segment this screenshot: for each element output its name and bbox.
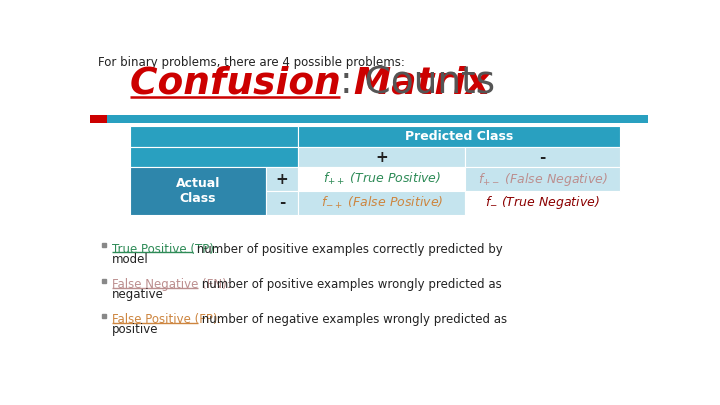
Text: positive: positive xyxy=(112,324,158,337)
Bar xyxy=(299,126,620,147)
Text: number of positive examples correctly predicted by: number of positive examples correctly pr… xyxy=(194,243,503,256)
Bar xyxy=(90,115,107,123)
Bar xyxy=(130,147,299,167)
Text: Predicted Class: Predicted Class xyxy=(405,130,513,143)
Text: False Positive (FP):: False Positive (FP): xyxy=(112,313,221,326)
Text: False Negative (FN):: False Negative (FN): xyxy=(112,278,230,291)
Bar xyxy=(299,147,465,167)
Bar xyxy=(465,147,620,167)
Bar xyxy=(465,191,620,215)
Bar xyxy=(130,126,299,147)
Text: +: + xyxy=(276,172,289,187)
Bar xyxy=(266,167,299,191)
Bar xyxy=(90,115,648,123)
Text: $f_{-+}$ (False Positive): $f_{-+}$ (False Positive) xyxy=(320,195,443,211)
Bar xyxy=(299,191,465,215)
Text: +: + xyxy=(375,150,388,165)
Bar xyxy=(299,167,465,191)
Bar xyxy=(465,167,620,191)
Text: $f_{+-}$ (False Negative): $f_{+-}$ (False Negative) xyxy=(477,171,608,188)
Bar xyxy=(266,191,299,215)
Text: $f_{-}$ (True Negative): $f_{-}$ (True Negative) xyxy=(485,194,600,211)
Bar xyxy=(102,243,106,247)
Text: Confusion Matrix: Confusion Matrix xyxy=(130,66,490,102)
Bar xyxy=(130,167,266,215)
Text: -: - xyxy=(279,196,285,211)
Text: number of positive examples wrongly predicted as: number of positive examples wrongly pred… xyxy=(198,278,501,291)
Text: For binary problems, there are 4 possible problems:: For binary problems, there are 4 possibl… xyxy=(98,56,405,69)
Text: negative: negative xyxy=(112,288,163,301)
Text: -: - xyxy=(539,150,546,165)
Text: True Positive (TP):: True Positive (TP): xyxy=(112,243,217,256)
Text: number of negative examples wrongly predicted as: number of negative examples wrongly pred… xyxy=(198,313,507,326)
Text: model: model xyxy=(112,253,148,266)
Text: Actual
Class: Actual Class xyxy=(176,177,220,205)
Text: : Counts: : Counts xyxy=(341,66,495,102)
Text: $f_{++}$ (True Positive): $f_{++}$ (True Positive) xyxy=(323,171,441,187)
Bar xyxy=(102,314,106,318)
Bar xyxy=(102,279,106,283)
